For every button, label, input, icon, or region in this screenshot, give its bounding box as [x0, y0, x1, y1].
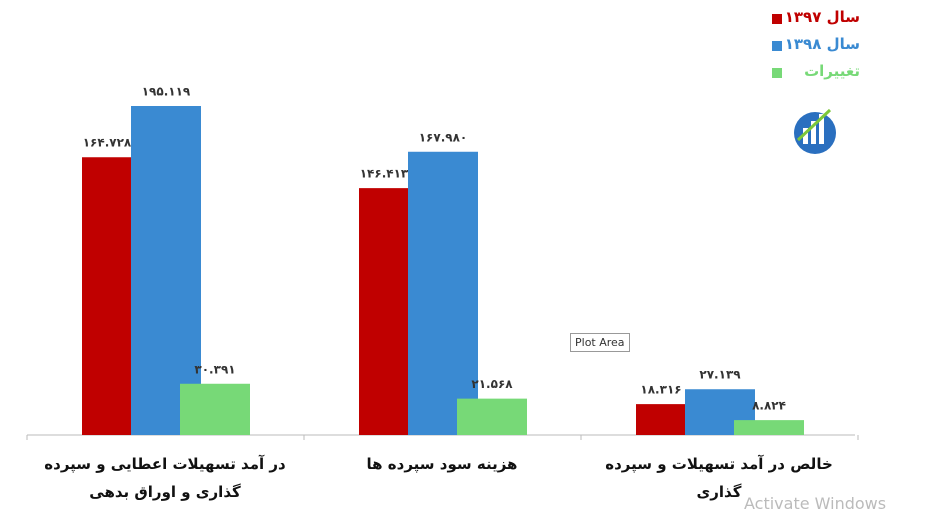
value-label: ۱۸.۳۱۶	[640, 383, 681, 397]
legend-label: سال ۱۳۹۷	[784, 8, 860, 26]
bar	[734, 420, 804, 435]
logo	[794, 108, 836, 154]
legend-swatch	[772, 14, 782, 24]
legend-swatch	[772, 41, 782, 51]
value-label: ۱۹۵.۱۱۹	[142, 85, 191, 99]
tooltip: Plot Area	[570, 333, 630, 352]
legend-label: سال ۱۳۹۸	[784, 35, 860, 53]
bar	[131, 106, 201, 435]
category-label: در آمد تسهیلات اعطایی و سپرده گذاری و او…	[44, 455, 286, 501]
legend-swatch	[772, 68, 782, 78]
value-label: ۸.۸۲۴	[752, 399, 786, 413]
value-label: ۳۰.۳۹۱	[194, 362, 235, 376]
category-label: خالص در آمد تسهیلات و سپرده گذاری	[605, 455, 833, 501]
value-label: ۱۴۶.۴۱۳	[360, 167, 409, 181]
value-label: ۱۶۴.۷۲۸	[83, 136, 132, 150]
category-label: هزینه سود سپرده ها	[366, 455, 518, 473]
watermark: Activate Windows	[744, 494, 887, 510]
value-label: ۱۶۷.۹۸۰	[419, 130, 468, 144]
bar	[408, 151, 478, 435]
legend-label: تغییرات	[804, 62, 860, 80]
value-label: ۲۷.۱۳۹	[699, 368, 741, 382]
bar	[457, 398, 527, 435]
bar	[180, 383, 250, 435]
value-label: ۲۱.۵۶۸	[471, 377, 513, 391]
